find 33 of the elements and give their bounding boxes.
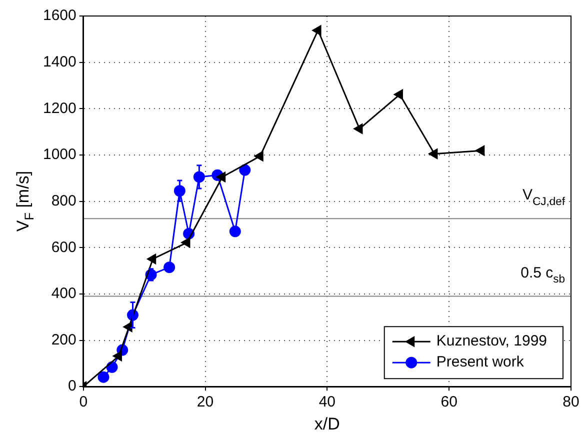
point [354,124,363,134]
point [123,322,132,332]
y-tick-label: 1400 [42,53,76,70]
y-tick-label: 1000 [42,146,76,164]
point [147,254,156,264]
point [216,172,226,182]
point [312,25,322,36]
point [229,226,241,238]
legend-label: Present work [436,354,524,371]
y-tick-label: 400 [51,285,76,302]
point [164,262,176,274]
y-axis-title: VF [m/s] [14,170,36,232]
point [239,164,251,176]
x-tick-label: 80 [562,394,580,411]
x-tick-label: 60 [440,394,458,411]
point [394,89,403,100]
y-tick-label: 200 [51,331,76,348]
x-tick-label: 20 [196,394,214,411]
y-tick-label: 800 [51,192,76,210]
legend-label: Kuznestov, 1999 [436,332,548,350]
x-axis-title: x/D [314,414,340,434]
point [254,151,264,162]
point [428,148,438,159]
y-tick-label: 1200 [42,100,76,117]
y-tick-label: 1600 [42,7,76,24]
x-tick-label: 0 [79,394,88,411]
point [476,145,485,156]
point [112,350,122,362]
x-tick-label: 40 [318,394,336,411]
point [181,237,190,248]
y-tick-label: 600 [51,238,76,256]
y-tick-label: 0 [68,378,76,395]
point [98,371,110,383]
